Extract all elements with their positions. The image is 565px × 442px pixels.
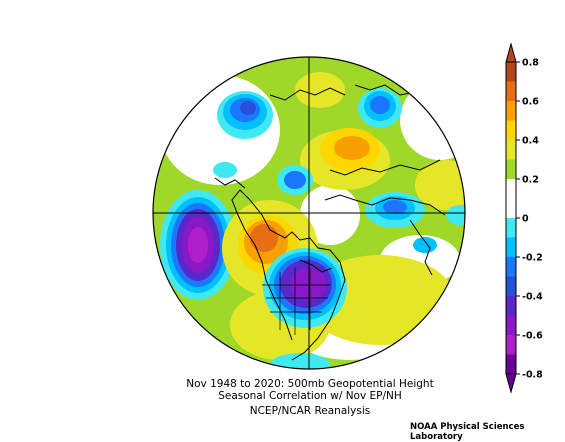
colorbar-tick-label: 0 xyxy=(522,214,529,225)
colorbar-tick-label: -0.6 xyxy=(522,331,543,342)
colorbar-segment xyxy=(506,101,516,121)
colorbar-segment xyxy=(506,354,516,375)
colorbar-segment xyxy=(506,276,516,297)
colorbar-segment xyxy=(506,335,516,355)
colorbar-top-arrow xyxy=(505,42,517,63)
colorbar-segment xyxy=(506,237,516,258)
colorbar-tick-label: 0.8 xyxy=(522,58,539,69)
colorbar-bottom-arrow xyxy=(505,373,517,394)
colorbar-segment xyxy=(506,315,516,336)
colorbar-segment xyxy=(506,140,516,160)
colorbar-tick-label: 0.4 xyxy=(522,136,539,147)
colorbar: 0.8 0.6 0.4 0.2 0 -0.2 -0.4 -0.6 -0.8 xyxy=(505,42,543,394)
map-disc xyxy=(153,57,465,369)
figure-title-line1: Nov 1948 to 2020: 500mb Geopotential Hei… xyxy=(186,378,434,390)
colorbar-segment xyxy=(506,62,516,82)
colorbar-segment xyxy=(506,218,516,238)
colorbar-segment xyxy=(506,159,516,180)
figure-title-line3: NCEP/NCAR Reanalysis xyxy=(249,405,371,417)
colorbar-segment xyxy=(506,179,516,199)
colorbar-tick-label: 0.2 xyxy=(522,175,539,186)
colorbar-tick-label: 0.6 xyxy=(522,97,539,108)
colorbar-segment xyxy=(506,198,516,219)
state-boundaries xyxy=(262,268,330,335)
colorbar-segment xyxy=(506,81,516,102)
colorbar-segment xyxy=(506,257,516,277)
colorbar-segment xyxy=(506,120,516,141)
colorbar-tick-label: -0.4 xyxy=(522,292,543,303)
figure-title-line2: Seasonal Correlation w/ Nov EP/NH xyxy=(218,390,402,402)
coastlines xyxy=(214,84,446,361)
colorbar-tick-label: -0.8 xyxy=(522,370,543,381)
colorbar-segment xyxy=(506,296,516,316)
colorbar-tick-label: -0.2 xyxy=(522,253,543,264)
credit-label: NOAA Physical Sciences Laboratory xyxy=(410,422,525,442)
